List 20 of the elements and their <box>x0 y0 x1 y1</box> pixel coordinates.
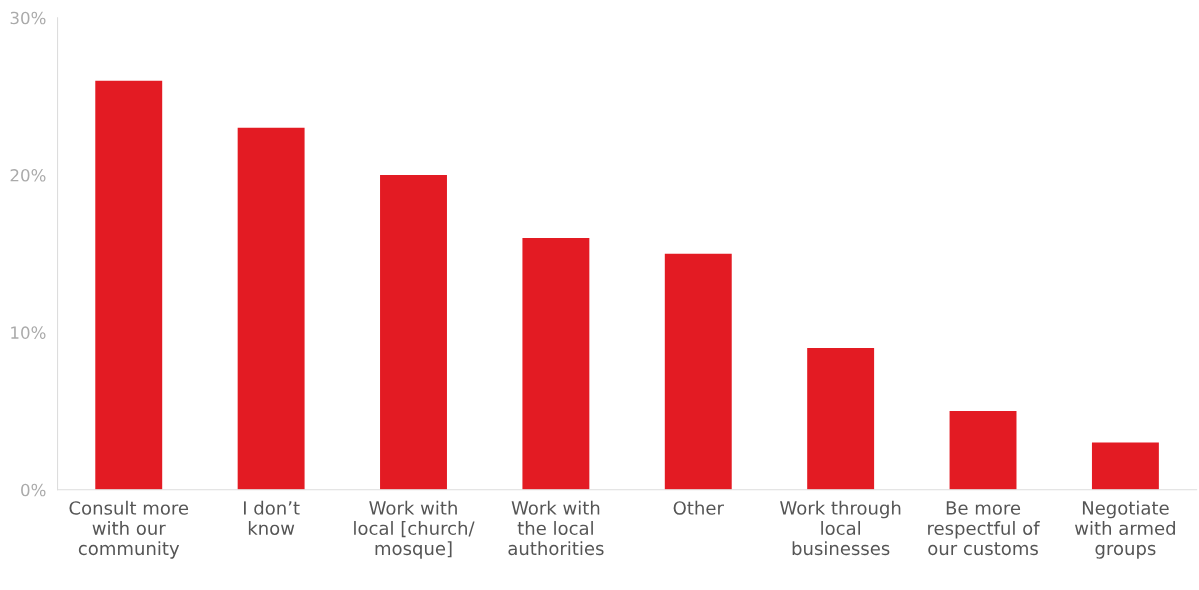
bar <box>237 127 305 490</box>
bar <box>95 80 163 490</box>
x-tick-label: Other <box>673 500 724 515</box>
y-tick-label: 0% <box>21 483 46 497</box>
y-tick-label: 20% <box>10 169 46 182</box>
x-tick-label: I don’t know <box>243 500 300 536</box>
bar <box>380 175 447 490</box>
bar <box>807 348 875 490</box>
bar <box>949 411 1017 490</box>
bar <box>1091 442 1159 490</box>
bar <box>664 253 732 490</box>
y-tick-label: 10% <box>11 326 46 339</box>
x-tick-label: Work with local [church/ mosque] <box>354 500 475 559</box>
x-tick-label: Be more respectful of our customs <box>928 501 1040 556</box>
bar <box>522 237 590 490</box>
x-tick-label: Negotiate with armed groups <box>1074 500 1175 559</box>
x-tick-label: Work with the local authorities <box>508 500 604 556</box>
x-tick-label: Consult more with our community <box>69 500 189 559</box>
y-tick-label: 30% <box>10 11 46 25</box>
x-tick-label: Work through local businesses <box>780 500 901 556</box>
